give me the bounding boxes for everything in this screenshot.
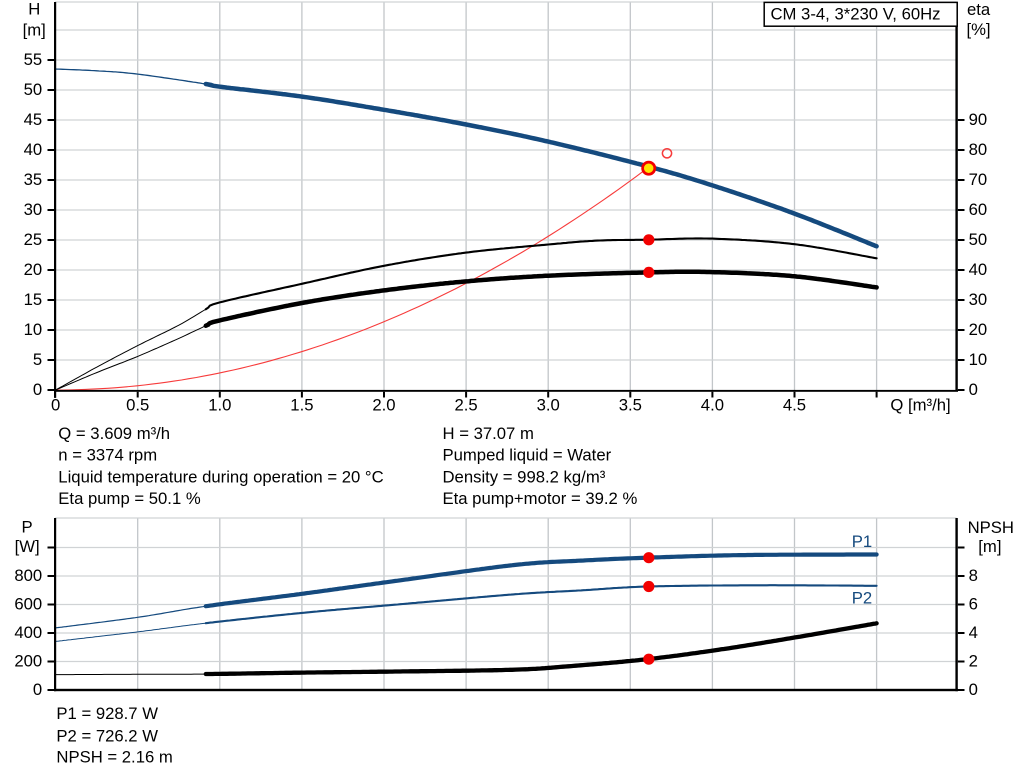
svg-text:H: H	[28, 0, 40, 19]
svg-text:20: 20	[969, 320, 988, 339]
svg-text:50: 50	[24, 80, 43, 99]
svg-text:P: P	[22, 518, 33, 537]
svg-text:eta: eta	[967, 0, 991, 19]
svg-text:Density = 998.2 kg/m³: Density = 998.2 kg/m³	[443, 468, 606, 487]
svg-text:n = 3374 rpm: n = 3374 rpm	[58, 446, 157, 465]
svg-text:50: 50	[969, 230, 988, 249]
svg-text:600: 600	[14, 595, 42, 614]
svg-text:10: 10	[24, 320, 43, 339]
svg-text:90: 90	[969, 110, 988, 129]
svg-text:400: 400	[14, 623, 42, 642]
svg-text:Q [m³/h]: Q [m³/h]	[890, 395, 950, 414]
svg-text:1.0: 1.0	[208, 395, 231, 414]
svg-text:2.5: 2.5	[454, 395, 477, 414]
svg-text:4.0: 4.0	[701, 395, 724, 414]
svg-text:800: 800	[14, 566, 42, 585]
svg-text:4: 4	[969, 623, 978, 642]
svg-text:45: 45	[24, 110, 43, 129]
svg-text:P2: P2	[852, 589, 872, 608]
svg-text:3.5: 3.5	[619, 395, 642, 414]
svg-text:70: 70	[969, 170, 988, 189]
svg-text:60: 60	[969, 200, 988, 219]
svg-text:[W]: [W]	[15, 537, 40, 556]
svg-text:20: 20	[24, 260, 43, 279]
svg-text:10: 10	[969, 350, 988, 369]
svg-text:H = 37.07 m: H = 37.07 m	[443, 424, 534, 443]
svg-text:2.0: 2.0	[372, 395, 395, 414]
svg-text:8: 8	[969, 566, 978, 585]
svg-text:[m]: [m]	[978, 537, 1001, 556]
svg-text:80: 80	[969, 140, 988, 159]
svg-text:NPSH = 2.16 m: NPSH = 2.16 m	[56, 748, 172, 767]
svg-text:NPSH: NPSH	[968, 518, 1014, 537]
svg-text:30: 30	[969, 290, 988, 309]
svg-text:CM 3-4, 3*230 V, 60Hz: CM 3-4, 3*230 V, 60Hz	[770, 4, 940, 23]
svg-text:35: 35	[24, 170, 43, 189]
svg-text:Pumped liquid = Water: Pumped liquid = Water	[443, 446, 612, 465]
svg-text:25: 25	[24, 230, 43, 249]
svg-text:1.5: 1.5	[290, 395, 313, 414]
svg-text:55: 55	[24, 50, 43, 69]
svg-text:P1 = 928.7 W: P1 = 928.7 W	[56, 704, 158, 723]
svg-text:Q = 3.609 m³/h: Q = 3.609 m³/h	[58, 424, 170, 443]
svg-text:30: 30	[24, 200, 43, 219]
svg-text:P1: P1	[852, 532, 872, 551]
svg-text:4.5: 4.5	[783, 395, 806, 414]
svg-text:40: 40	[24, 140, 43, 159]
svg-text:0: 0	[33, 380, 42, 399]
svg-text:Eta pump = 50.1 %: Eta pump = 50.1 %	[58, 489, 201, 508]
svg-text:5: 5	[33, 350, 42, 369]
svg-text:Liquid temperature during oper: Liquid temperature during operation = 20…	[58, 468, 383, 487]
svg-text:3.0: 3.0	[537, 395, 560, 414]
svg-text:0: 0	[969, 680, 978, 699]
svg-text:0: 0	[51, 395, 60, 414]
svg-text:0: 0	[33, 680, 42, 699]
svg-text:40: 40	[969, 260, 988, 279]
svg-text:15: 15	[24, 290, 43, 309]
svg-text:2: 2	[969, 652, 978, 671]
svg-text:200: 200	[14, 652, 42, 671]
svg-text:Eta pump+motor = 39.2 %: Eta pump+motor = 39.2 %	[443, 489, 638, 508]
svg-text:[m]: [m]	[23, 20, 46, 39]
svg-text:P2 = 726.2 W: P2 = 726.2 W	[56, 726, 158, 745]
svg-text:6: 6	[969, 595, 978, 614]
svg-text:0.5: 0.5	[126, 395, 149, 414]
svg-text:0: 0	[969, 380, 978, 399]
svg-text:[%]: [%]	[966, 20, 990, 39]
